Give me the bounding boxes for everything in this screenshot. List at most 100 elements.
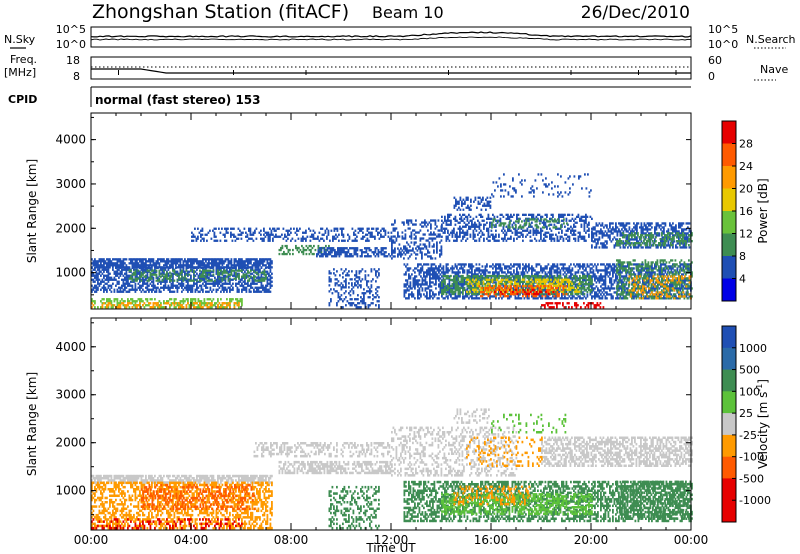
power-cell bbox=[627, 277, 629, 280]
power-cell bbox=[218, 258, 221, 261]
power-cell bbox=[550, 275, 553, 278]
power-cell bbox=[583, 269, 586, 272]
power-cell bbox=[266, 266, 269, 269]
power-cell bbox=[161, 266, 164, 269]
power-cell bbox=[104, 282, 107, 285]
power-cell bbox=[326, 235, 328, 238]
power-cell bbox=[453, 287, 455, 290]
power-cell bbox=[339, 284, 341, 287]
power-cell bbox=[266, 233, 268, 236]
power-cell bbox=[460, 274, 463, 278]
power-cell bbox=[241, 302, 243, 305]
power-cell bbox=[400, 247, 402, 250]
power-cell bbox=[197, 280, 200, 283]
power-cell bbox=[209, 258, 212, 261]
power-cell bbox=[655, 293, 658, 296]
power-cell bbox=[550, 277, 553, 280]
power-cell bbox=[378, 286, 380, 289]
power-cell bbox=[355, 284, 358, 287]
power-cell bbox=[595, 291, 598, 294]
power-cell bbox=[435, 273, 437, 276]
power-cell bbox=[445, 288, 448, 292]
power-cell bbox=[211, 306, 213, 309]
power-cell bbox=[318, 239, 321, 242]
power-cell bbox=[224, 286, 227, 289]
power-cell bbox=[685, 279, 688, 282]
power-cell bbox=[329, 247, 332, 250]
power-cell bbox=[487, 285, 490, 288]
power-cell bbox=[425, 253, 428, 256]
power-cell bbox=[564, 271, 566, 274]
power-cell bbox=[97, 262, 99, 265]
power-cell bbox=[357, 294, 359, 297]
power-cell bbox=[525, 267, 527, 270]
power-cell bbox=[203, 266, 206, 269]
power-cell bbox=[302, 252, 305, 256]
power-cell bbox=[453, 278, 455, 282]
power-cell bbox=[435, 275, 437, 278]
power-cell bbox=[420, 295, 422, 298]
power-cell bbox=[408, 277, 410, 280]
power-cell bbox=[229, 288, 231, 291]
power-cell bbox=[540, 295, 542, 298]
power-cell bbox=[236, 260, 239, 263]
power-cell bbox=[223, 262, 225, 265]
power-cell bbox=[97, 278, 99, 281]
power-cell bbox=[448, 269, 451, 272]
power-cell bbox=[619, 263, 622, 266]
power-cell bbox=[454, 271, 457, 274]
power-cell bbox=[193, 271, 195, 274]
power-cell bbox=[142, 276, 144, 279]
power-cell bbox=[238, 304, 240, 307]
power-cell bbox=[685, 293, 688, 296]
power-cell bbox=[376, 290, 379, 293]
power-cell bbox=[196, 302, 198, 305]
power-cell bbox=[363, 302, 365, 305]
power-cell bbox=[441, 267, 443, 270]
power-cell bbox=[103, 276, 105, 279]
power-cell bbox=[678, 293, 680, 296]
power-cell bbox=[583, 285, 586, 288]
power-cell bbox=[517, 293, 520, 296]
power-cell bbox=[203, 275, 206, 278]
power-cell bbox=[263, 271, 266, 274]
power-cell bbox=[166, 273, 168, 276]
power-cell bbox=[565, 267, 568, 270]
power-cell bbox=[375, 288, 377, 291]
power-cell bbox=[160, 282, 162, 285]
power-cell bbox=[238, 280, 240, 283]
power-cell bbox=[434, 233, 437, 236]
power-cell bbox=[215, 264, 218, 267]
power-cell bbox=[245, 273, 248, 276]
power-cell bbox=[103, 280, 105, 283]
power-cell bbox=[480, 273, 482, 276]
nsky-tick-low: 10^0 bbox=[56, 38, 86, 51]
power-cell bbox=[143, 275, 146, 278]
power-cell bbox=[136, 260, 138, 263]
power-cell bbox=[275, 235, 277, 238]
power-cell bbox=[100, 288, 102, 291]
power-cell bbox=[391, 223, 393, 226]
power-cell bbox=[424, 221, 426, 224]
power-cell bbox=[155, 264, 158, 267]
power-cell bbox=[245, 282, 248, 285]
power-cell bbox=[426, 275, 428, 278]
power-cell bbox=[498, 273, 500, 276]
power-cell bbox=[284, 252, 287, 256]
power-cell bbox=[269, 227, 271, 230]
power-cell bbox=[192, 235, 195, 238]
power-cell bbox=[495, 281, 497, 284]
power-cell bbox=[535, 297, 538, 300]
power-cell bbox=[495, 265, 497, 268]
power-cell bbox=[247, 284, 249, 287]
power-cell bbox=[496, 271, 499, 274]
power-cell bbox=[528, 269, 530, 272]
power-cell bbox=[463, 271, 466, 274]
power-cell bbox=[119, 274, 122, 277]
power-cell bbox=[191, 235, 193, 238]
power-cell bbox=[326, 227, 328, 230]
power-cell bbox=[541, 277, 544, 280]
power-cell bbox=[435, 267, 437, 270]
power-cell bbox=[513, 265, 515, 268]
power-cell bbox=[136, 300, 138, 303]
